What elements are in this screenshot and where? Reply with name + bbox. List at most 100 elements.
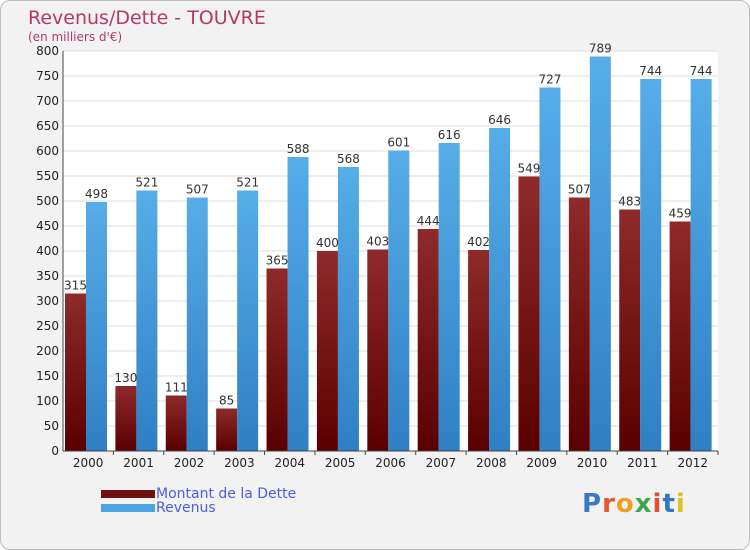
legend-label-revenus: Revenus: [156, 500, 216, 516]
revenus-value-label: 498: [85, 187, 108, 201]
revenus-bar: [287, 157, 309, 451]
logo-letter: x: [634, 489, 653, 519]
dette-bar: [367, 249, 389, 451]
revenus-bar: [589, 56, 611, 451]
legend-label-dette: Montant de la Dette: [156, 486, 297, 502]
dette-value-label: 483: [618, 195, 641, 209]
revenus-value-label: 744: [690, 64, 713, 78]
y-tick-label: 0: [51, 444, 59, 458]
revenus-bar: [690, 79, 712, 451]
dette-bar: [568, 197, 590, 451]
dette-value-label: 402: [467, 235, 490, 249]
x-tick-label: 2004: [274, 456, 305, 470]
logo-letter: i: [675, 489, 686, 519]
y-tick-label: 700: [36, 94, 59, 108]
x-tick-label: 2000: [73, 456, 104, 470]
y-tick-label: 550: [36, 169, 59, 183]
x-tick-label: 2010: [577, 456, 608, 470]
dette-bar: [468, 250, 490, 451]
y-tick-label: 450: [36, 219, 59, 233]
x-tick-label: 2003: [224, 456, 255, 470]
revenus-value-label: 521: [135, 176, 158, 190]
x-tick-label: 2011: [627, 456, 658, 470]
y-tick-label: 50: [44, 419, 59, 433]
logo-letter: P: [582, 489, 603, 519]
revenus-bar: [539, 87, 561, 451]
x-tick-label: 2012: [678, 456, 709, 470]
x-tick-label: 2001: [123, 456, 154, 470]
dette-bar: [518, 176, 540, 451]
x-tick-label: 2005: [325, 456, 356, 470]
y-tick-label: 400: [36, 244, 59, 258]
dette-bar: [316, 251, 338, 451]
dette-bar: [165, 395, 187, 451]
revenus-bar: [136, 190, 158, 451]
y-tick-label: 200: [36, 344, 59, 358]
x-tick-label: 2008: [476, 456, 507, 470]
dette-value-label: 315: [64, 279, 87, 293]
revenus-value-label: 744: [639, 64, 662, 78]
revenus-bar: [186, 197, 208, 451]
dette-value-label: 85: [219, 394, 234, 408]
revenus-bar: [237, 190, 259, 451]
dette-bar: [115, 386, 137, 451]
dette-value-label: 403: [366, 235, 389, 249]
y-tick-label: 350: [36, 269, 59, 283]
logo-letter: o: [615, 489, 635, 519]
revenus-value-label: 616: [438, 128, 461, 142]
x-tick-label: 2002: [174, 456, 205, 470]
revenus-value-label: 507: [186, 183, 209, 197]
revenus-value-label: 568: [337, 152, 360, 166]
revenus-bar: [489, 128, 511, 451]
legend-swatch-revenus: [101, 504, 155, 512]
data-labels: 315 498 130 521 111 507 85 521 365 588 400 568 403 60…: [64, 42, 713, 408]
dette-value-label: 549: [518, 162, 541, 176]
dette-bar: [417, 229, 439, 451]
logo-letter: r: [602, 489, 616, 519]
revenus-value-label: 727: [539, 73, 562, 87]
y-tick-label: 300: [36, 294, 59, 308]
dette-value-label: 111: [165, 381, 188, 395]
y-tick-label: 600: [36, 144, 59, 158]
x-tick-label: 2006: [375, 456, 406, 470]
revenus-value-label: 789: [589, 42, 612, 56]
x-tick-label: 2007: [426, 456, 457, 470]
dette-bar: [65, 293, 86, 451]
y-tick-label: 150: [36, 369, 59, 383]
revenus-bar: [438, 143, 460, 451]
revenus-value-label: 601: [387, 136, 410, 150]
proxiti-logo: Proxiti: [582, 489, 686, 519]
revenus-bar: [86, 202, 107, 451]
dette-value-label: 365: [266, 254, 289, 268]
dette-value-label: 130: [114, 371, 137, 385]
dette-value-label: 400: [316, 236, 339, 250]
logo-letter: t: [662, 489, 676, 519]
axes: 0 50 100 150 200 250 300 350 400 450 500 550 600 650 7…: [36, 44, 719, 470]
y-tick-label: 800: [36, 44, 59, 58]
chart-title: Revenus/Dette - TOUVRE: [28, 7, 266, 29]
dette-bar: [619, 209, 641, 451]
dette-value-label: 459: [669, 207, 692, 221]
revenus-bar: [640, 79, 662, 451]
bars: [65, 56, 712, 451]
y-tick-label: 650: [36, 119, 59, 133]
y-tick-label: 500: [36, 194, 59, 208]
legend-swatch-dette: [101, 490, 155, 498]
x-tick-label: 2009: [526, 456, 557, 470]
revenus-value-label: 521: [236, 176, 259, 190]
revenus-value-label: 588: [287, 142, 310, 156]
dette-value-label: 507: [568, 183, 591, 197]
dette-bar: [266, 268, 288, 451]
y-tick-label: 250: [36, 319, 59, 333]
chart-subtitle: (en milliers d'€): [28, 30, 123, 44]
revenus-value-label: 646: [488, 113, 511, 127]
dette-bar: [669, 221, 691, 451]
y-tick-label: 100: [36, 394, 59, 408]
dette-bar: [216, 408, 238, 451]
dette-value-label: 444: [417, 214, 440, 228]
revenus-bar: [388, 150, 410, 451]
revenus-bar: [337, 167, 359, 451]
y-tick-label: 750: [36, 69, 59, 83]
